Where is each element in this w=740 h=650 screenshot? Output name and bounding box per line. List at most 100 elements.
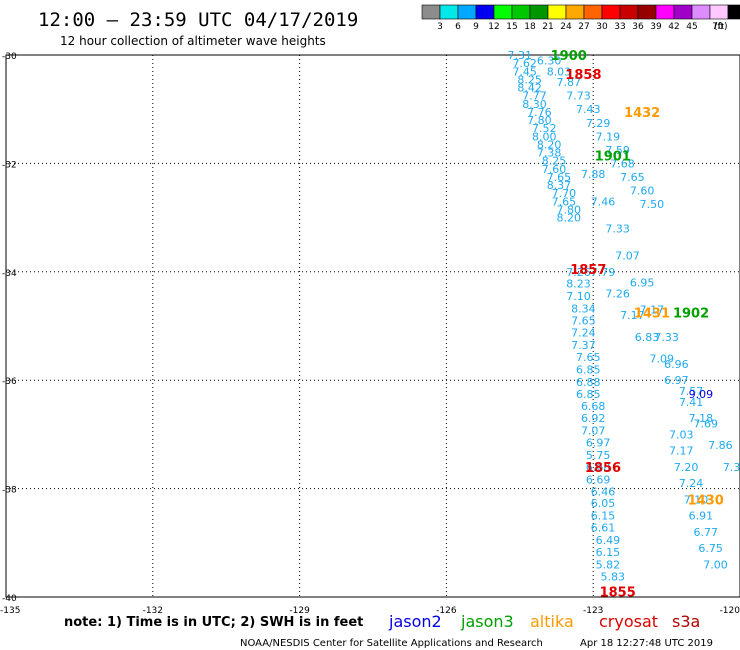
- footer-credit: NOAA/NESDIS Center for Satellite Applica…: [240, 638, 543, 649]
- swh-label: 7.65: [620, 171, 645, 184]
- swh-label: 7.65: [552, 195, 577, 208]
- swh-label: 7.60: [630, 185, 655, 198]
- pass-time-label: 1858: [565, 68, 601, 83]
- swh-label: 7.41: [679, 396, 704, 409]
- swh-label: 7.33: [654, 331, 679, 344]
- swh-label: 7.20: [674, 461, 699, 474]
- swh-label: 7.33: [723, 461, 740, 474]
- swh-label: 7.10: [684, 493, 709, 506]
- colorbar-swatch: [421, 4, 441, 20]
- swh-label: 7.80: [556, 203, 581, 216]
- swh-label: 7.50: [640, 198, 665, 211]
- swh-label: 7.65: [547, 171, 572, 184]
- swh-label: 6.75: [698, 542, 723, 555]
- pass-time-label: 1902: [673, 306, 709, 321]
- colorbar-label: 39: [650, 22, 662, 32]
- swh-label: 6.15: [596, 546, 621, 559]
- swh-label: 6.49: [596, 534, 621, 547]
- colorbar-swatch: [709, 4, 729, 20]
- swh-label: 7.24: [571, 327, 596, 340]
- legend-note: note: 1) Time is in UTC; 2) SWH is in fe…: [64, 615, 363, 630]
- swh-label: 8.00: [532, 130, 557, 143]
- swh-label: 7.19: [596, 130, 621, 143]
- colorbar-label: 12: [488, 22, 499, 32]
- legend-jason2: jason2: [388, 612, 442, 631]
- plot-border: [5, 54, 740, 598]
- swh-label: 6.95: [630, 277, 655, 290]
- swh-label: 8.37: [547, 179, 572, 192]
- swh-label: 8.42: [517, 82, 542, 95]
- colorbar-label: 9: [473, 22, 479, 32]
- swh-label: 7.65: [576, 351, 601, 364]
- swh-label: 5.75: [586, 449, 611, 462]
- swh-label: 5.82: [596, 558, 621, 571]
- swh-label: 7.52: [532, 122, 557, 135]
- swh-label: 7.65: [571, 315, 596, 328]
- chart-subtitle: 12 hour collection of altimeter wave hei…: [60, 34, 326, 48]
- swh-label: 6.88: [576, 376, 601, 389]
- y-tick-label: -32: [2, 160, 17, 170]
- swh-label: 6.05: [591, 497, 616, 510]
- swh-label: 7.46: [591, 195, 616, 208]
- swh-label: 8.20: [537, 138, 562, 151]
- colorbar-label: 18: [524, 22, 536, 32]
- swh-label: 7.33: [605, 222, 630, 235]
- x-tick-label: -135: [0, 606, 20, 616]
- swh-label: 7.88: [581, 168, 606, 181]
- swh-label: 6.83: [635, 331, 660, 344]
- x-tick-label: -129: [289, 606, 310, 616]
- legend-cryosat: cryosat: [599, 612, 658, 631]
- swh-label: 7.07: [615, 250, 640, 263]
- pass-time-label: 1431: [634, 306, 670, 321]
- colorbar-swatch: [727, 4, 740, 20]
- swh-label: 7.76: [527, 106, 552, 119]
- colorbar-label: 3: [437, 22, 443, 32]
- colorbar-swatch: [601, 4, 621, 20]
- colorbar-label: 15: [506, 22, 517, 32]
- swh-label: 7.37: [571, 339, 596, 352]
- swh-label: 7.59: [605, 144, 630, 157]
- colorbar-swatch: [475, 4, 495, 20]
- swh-label: 6.96: [664, 358, 689, 371]
- swh-label: 7.03: [669, 428, 694, 441]
- colorbar-swatch: [457, 4, 477, 20]
- colorbar-swatch: [439, 4, 459, 20]
- pass-time-label: 1432: [624, 106, 660, 121]
- colorbar-label: 30: [596, 22, 608, 32]
- swh-label: 7.24: [679, 477, 704, 490]
- pass-time-label: 1855: [600, 586, 636, 601]
- swh-label: 6.97: [664, 374, 689, 387]
- colorbar-label: 42: [668, 22, 679, 32]
- swh-label: 7.80: [527, 114, 552, 127]
- swh-label: 7.62: [512, 57, 537, 70]
- swh-label: 8.34: [571, 303, 596, 316]
- y-tick-label: -34: [2, 269, 17, 279]
- swh-label: 8.25: [517, 73, 542, 86]
- y-tick-label: -38: [2, 486, 17, 496]
- colorbar-label: 70: [712, 22, 724, 32]
- swh-label: 6.91: [689, 510, 714, 523]
- colorbar-swatch: [493, 4, 513, 20]
- pass-time-label: 1900: [551, 49, 587, 64]
- swh-label: 6.85: [576, 388, 601, 401]
- x-tick-label: -123: [583, 606, 603, 616]
- swh-label: 7.00: [703, 558, 728, 571]
- swh-label: 7.09: [649, 353, 674, 366]
- swh-label: 7.87: [556, 76, 581, 89]
- swh-label: 7.43: [576, 103, 601, 116]
- colorbar-label: 21: [542, 22, 553, 32]
- swh-label: 6.77: [693, 526, 718, 539]
- swh-label: 7.26: [605, 287, 630, 300]
- legend-s3a: s3a: [672, 612, 700, 631]
- swh-label: 8.20: [556, 212, 581, 225]
- colorbar: 3 6 9 12 15 18 21 24 27 30 33 36 39 42 45 70: [421, 4, 740, 32]
- swh-label: 6.61: [591, 522, 616, 535]
- colorbar-swatch: [691, 4, 711, 20]
- colorbar-label: 6: [455, 22, 461, 32]
- swh-label: 8.30: [522, 98, 547, 111]
- y-tick-label: -40: [2, 594, 17, 604]
- swh-label-highlight: 9.09: [689, 388, 714, 401]
- swh-label: 7.79: [591, 266, 616, 279]
- colorbar-label: 33: [614, 22, 625, 32]
